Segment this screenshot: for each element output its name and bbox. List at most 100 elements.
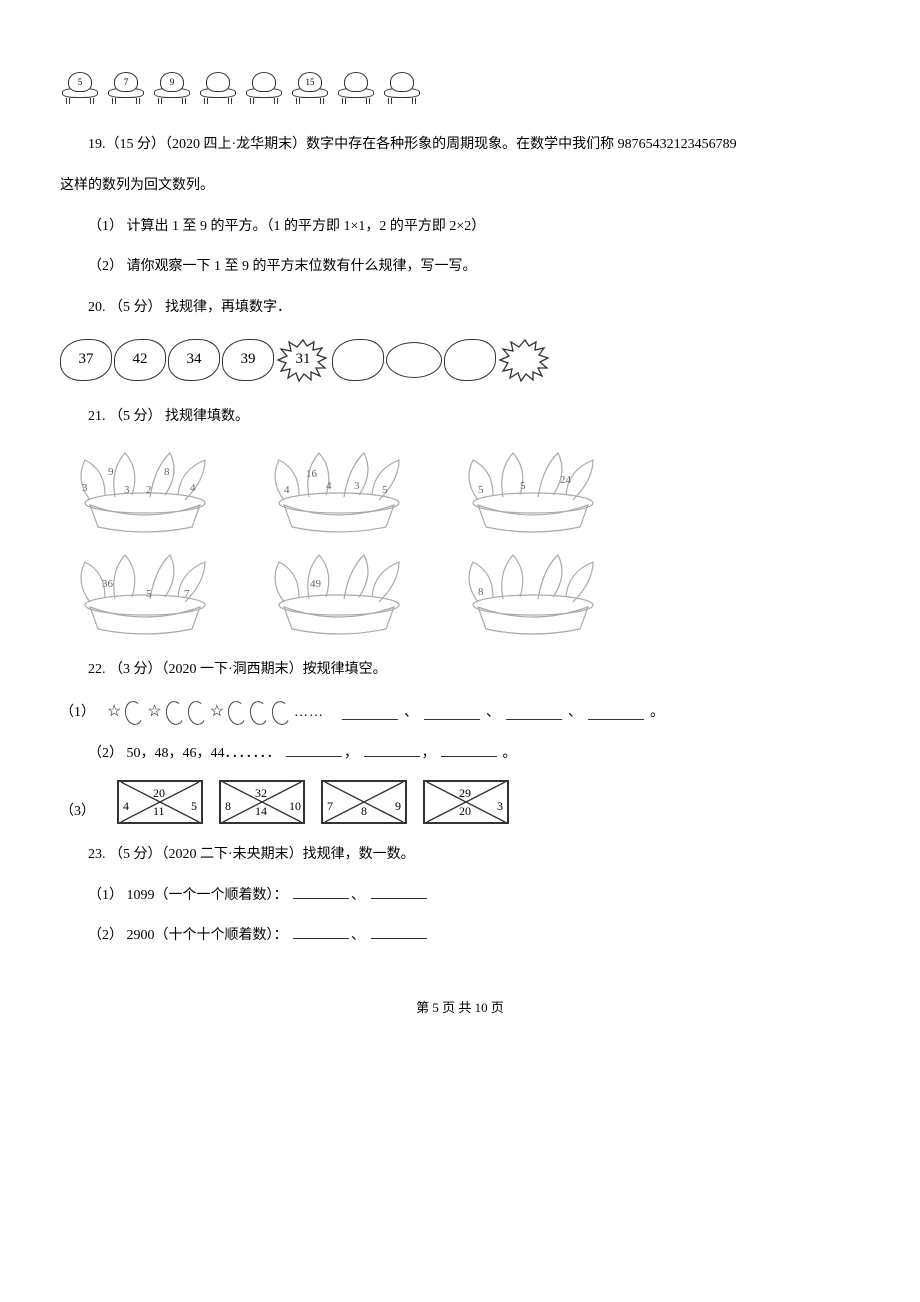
turtle-label: 15 <box>298 72 322 92</box>
cross-box: 29 3 20 <box>423 780 509 824</box>
q22-sub3: （3） 4 20 5 11 8 32 10 14 7 9 8 29 3 20 <box>60 780 860 824</box>
petal: 4 <box>284 481 290 501</box>
flower-pot: 36 5 7 <box>60 547 230 637</box>
cross-box: 4 20 5 11 <box>117 780 203 824</box>
flower-pot: 49 <box>254 547 424 637</box>
turtle-item: 7 <box>106 70 146 112</box>
turtle-item: 9 <box>152 70 192 112</box>
turtle-item: 15 <box>290 70 330 112</box>
period: 。 <box>503 746 517 761</box>
star-icon: ☆ <box>147 698 161 727</box>
turtle-label: 5 <box>68 72 92 92</box>
seq-shape: 39 <box>222 339 274 381</box>
footer-suffix: 页 <box>488 1000 504 1015</box>
petal: 9 <box>108 463 114 483</box>
blank-field[interactable] <box>424 706 480 720</box>
footer-prefix: 第 <box>416 1000 432 1015</box>
turtle-item <box>198 70 238 112</box>
box-left: 4 <box>123 796 129 818</box>
blank-field[interactable] <box>371 925 427 939</box>
turtle-item: 5 <box>60 70 100 112</box>
question-21: 21. （5 分） 找规律填数。 <box>60 404 860 429</box>
footer-mid: 页 共 <box>439 1000 475 1015</box>
q20-sequence: 37 42 34 39 31 <box>60 336 860 384</box>
petal: 4 <box>190 479 196 499</box>
petal: 8 <box>164 463 170 483</box>
blank-field[interactable] <box>588 706 644 720</box>
petal: 5 <box>146 585 152 605</box>
moon-icon <box>248 699 270 726</box>
box-right: 9 <box>395 796 401 818</box>
turtle-item <box>244 70 284 112</box>
box-bottom: 8 <box>361 801 367 823</box>
question-19: 19.（15 分）（2020 四上·龙华期末）数字中存在各种形象的周期现象。在数… <box>60 132 860 157</box>
petal: 5 <box>382 481 388 501</box>
petal: 2 <box>146 481 152 501</box>
blank-field[interactable] <box>371 885 427 899</box>
moon-icon <box>164 699 186 726</box>
turtle-label <box>344 72 368 92</box>
box-bottom: 14 <box>255 801 267 823</box>
petal: 5 <box>478 481 484 501</box>
q22-sub2-text: （2） 50，48，46，44．．．．．．． <box>88 746 281 761</box>
ellipsis: …… <box>294 700 324 725</box>
moon-icon <box>226 699 248 726</box>
q22-sub2: （2） 50，48，46，44．．．．．．． ， ， 。 <box>60 741 860 766</box>
box-right: 10 <box>289 796 301 818</box>
box-right: 5 <box>191 796 197 818</box>
q22-sub3-prefix: （3） <box>60 799 95 824</box>
petal: 4 <box>326 477 332 497</box>
moon-icon <box>270 699 292 726</box>
turtle-label: 7 <box>114 72 138 92</box>
petal: 3 <box>354 477 360 497</box>
question-23: 23. （5 分）（2020 二下·未央期末）找规律，数一数。 <box>60 842 860 867</box>
blank-field[interactable] <box>506 706 562 720</box>
footer-total: 10 <box>475 1000 488 1015</box>
q23-sub1: （1） 1099（一个一个顺着数）： 、 <box>60 883 860 908</box>
turtle-label: 9 <box>160 72 184 92</box>
blank-field[interactable] <box>293 925 349 939</box>
star-icon: ☆ <box>107 698 121 727</box>
page-footer: 第 5 页 共 10 页 <box>60 996 860 1019</box>
box-bottom: 20 <box>459 801 471 823</box>
cross-box: 7 9 8 <box>321 780 407 824</box>
petal: 7 <box>184 585 190 605</box>
turtle-item <box>336 70 376 112</box>
blank-field[interactable] <box>293 885 349 899</box>
question-20: 20. （5 分） 找规律，再填数字． <box>60 295 860 320</box>
seq-shape-blank <box>386 342 442 378</box>
q23-sub1-text: （1） 1099（一个一个顺着数）： <box>88 888 288 903</box>
q19-text: 19.（15 分）（2020 四上·龙华期末）数字中存在各种形象的周期现象。在数… <box>88 137 737 152</box>
seq-label: 31 <box>296 346 311 373</box>
turtle-label <box>206 72 230 92</box>
seq-shape: 37 <box>60 339 112 381</box>
q19-sub2: （2） 请你观察一下 1 至 9 的平方末位数有什么规律，写一写。 <box>60 254 860 279</box>
blank-field[interactable] <box>342 706 398 720</box>
petal: 24 <box>560 471 571 491</box>
q22-sub1: （1） ☆ ☆ ☆ …… 、 、 、 。 <box>60 698 860 727</box>
seq-shape: 34 <box>168 339 220 381</box>
flower-pot: 4 16 4 3 5 <box>254 445 424 535</box>
q22-sub1-prefix: （1） <box>60 700 95 725</box>
turtle-label <box>252 72 276 92</box>
moon-icon <box>123 699 145 726</box>
seq-burst-blank <box>498 336 552 384</box>
petal: 16 <box>306 465 317 485</box>
turtle-sequence: 5 7 9 15 <box>60 70 860 112</box>
petal: 5 <box>520 477 526 497</box>
petal: 3 <box>82 479 88 499</box>
flower-pot: 5 5 24 <box>448 445 618 535</box>
q23-sub2: （2） 2900（十个十个顺着数）： 、 <box>60 923 860 948</box>
box-bottom: 11 <box>153 801 165 823</box>
blank-field[interactable] <box>286 743 342 757</box>
petal: 49 <box>310 575 321 595</box>
blank-field[interactable] <box>364 743 420 757</box>
seq-shape-blank <box>444 339 496 381</box>
question-22: 22. （3 分）（2020 一下·洞西期末）按规律填空。 <box>60 657 860 682</box>
box-left: 7 <box>327 796 333 818</box>
period: 。 <box>650 700 664 725</box>
petal: 8 <box>478 583 484 603</box>
cross-box: 8 32 10 14 <box>219 780 305 824</box>
turtle-item <box>382 70 422 112</box>
blank-field[interactable] <box>441 743 497 757</box>
